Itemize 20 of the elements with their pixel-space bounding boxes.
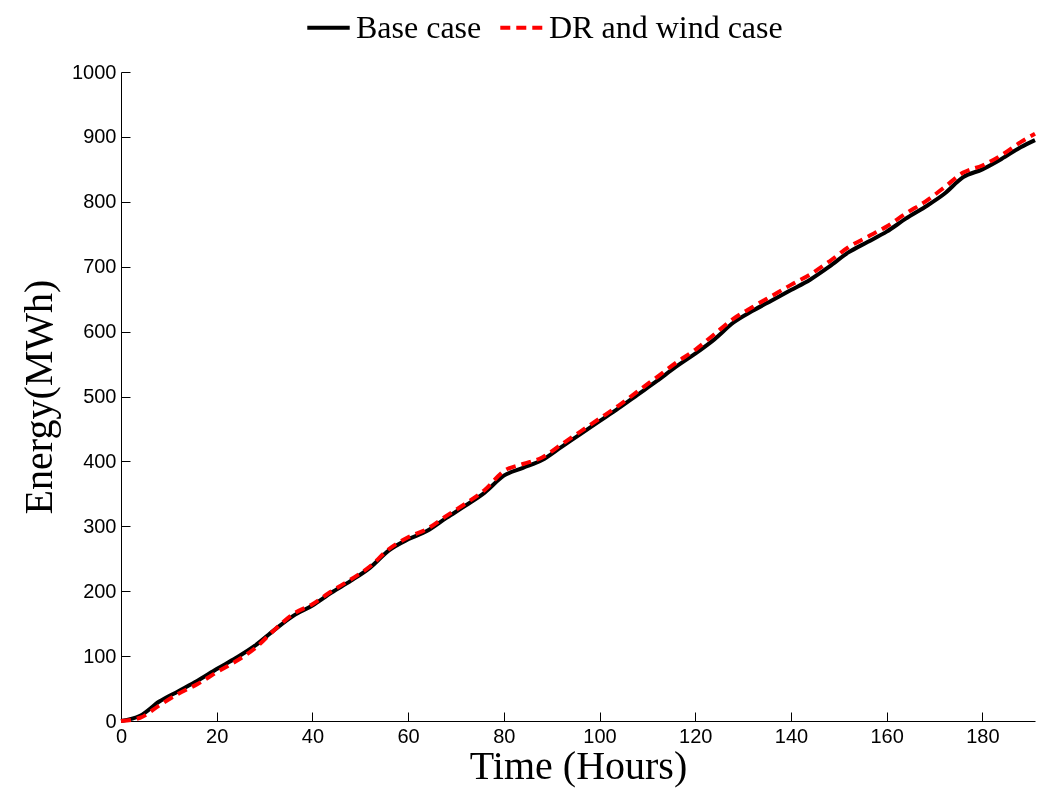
y-tick-label: 100 — [83, 644, 117, 667]
y-tick-label: 300 — [83, 514, 117, 537]
x-tick-label: 40 — [301, 724, 325, 747]
x-tick-label: 20 — [206, 724, 229, 747]
y-tick-label: 600 — [83, 320, 117, 343]
legend-label: Base case — [356, 8, 482, 45]
x-tick-label: 60 — [397, 724, 420, 747]
y-tick-label: 900 — [83, 125, 117, 148]
x-tick-label: 140 — [774, 724, 809, 747]
x-tick-label: 180 — [966, 724, 1000, 747]
x-tick-label: 160 — [870, 724, 904, 747]
y-tick-label: 400 — [83, 449, 117, 472]
y-tick-label: 200 — [83, 579, 117, 602]
y-axis-title: Energy(MWh) — [16, 279, 62, 515]
y-tick-label: 1000 — [72, 60, 117, 83]
y-tick-label: 500 — [83, 385, 117, 407]
y-tick-label: 700 — [83, 255, 117, 278]
y-tick-label: 800 — [83, 190, 117, 213]
y-tick-label: 0 — [105, 709, 117, 732]
legend-label: DR and wind case — [549, 8, 783, 45]
